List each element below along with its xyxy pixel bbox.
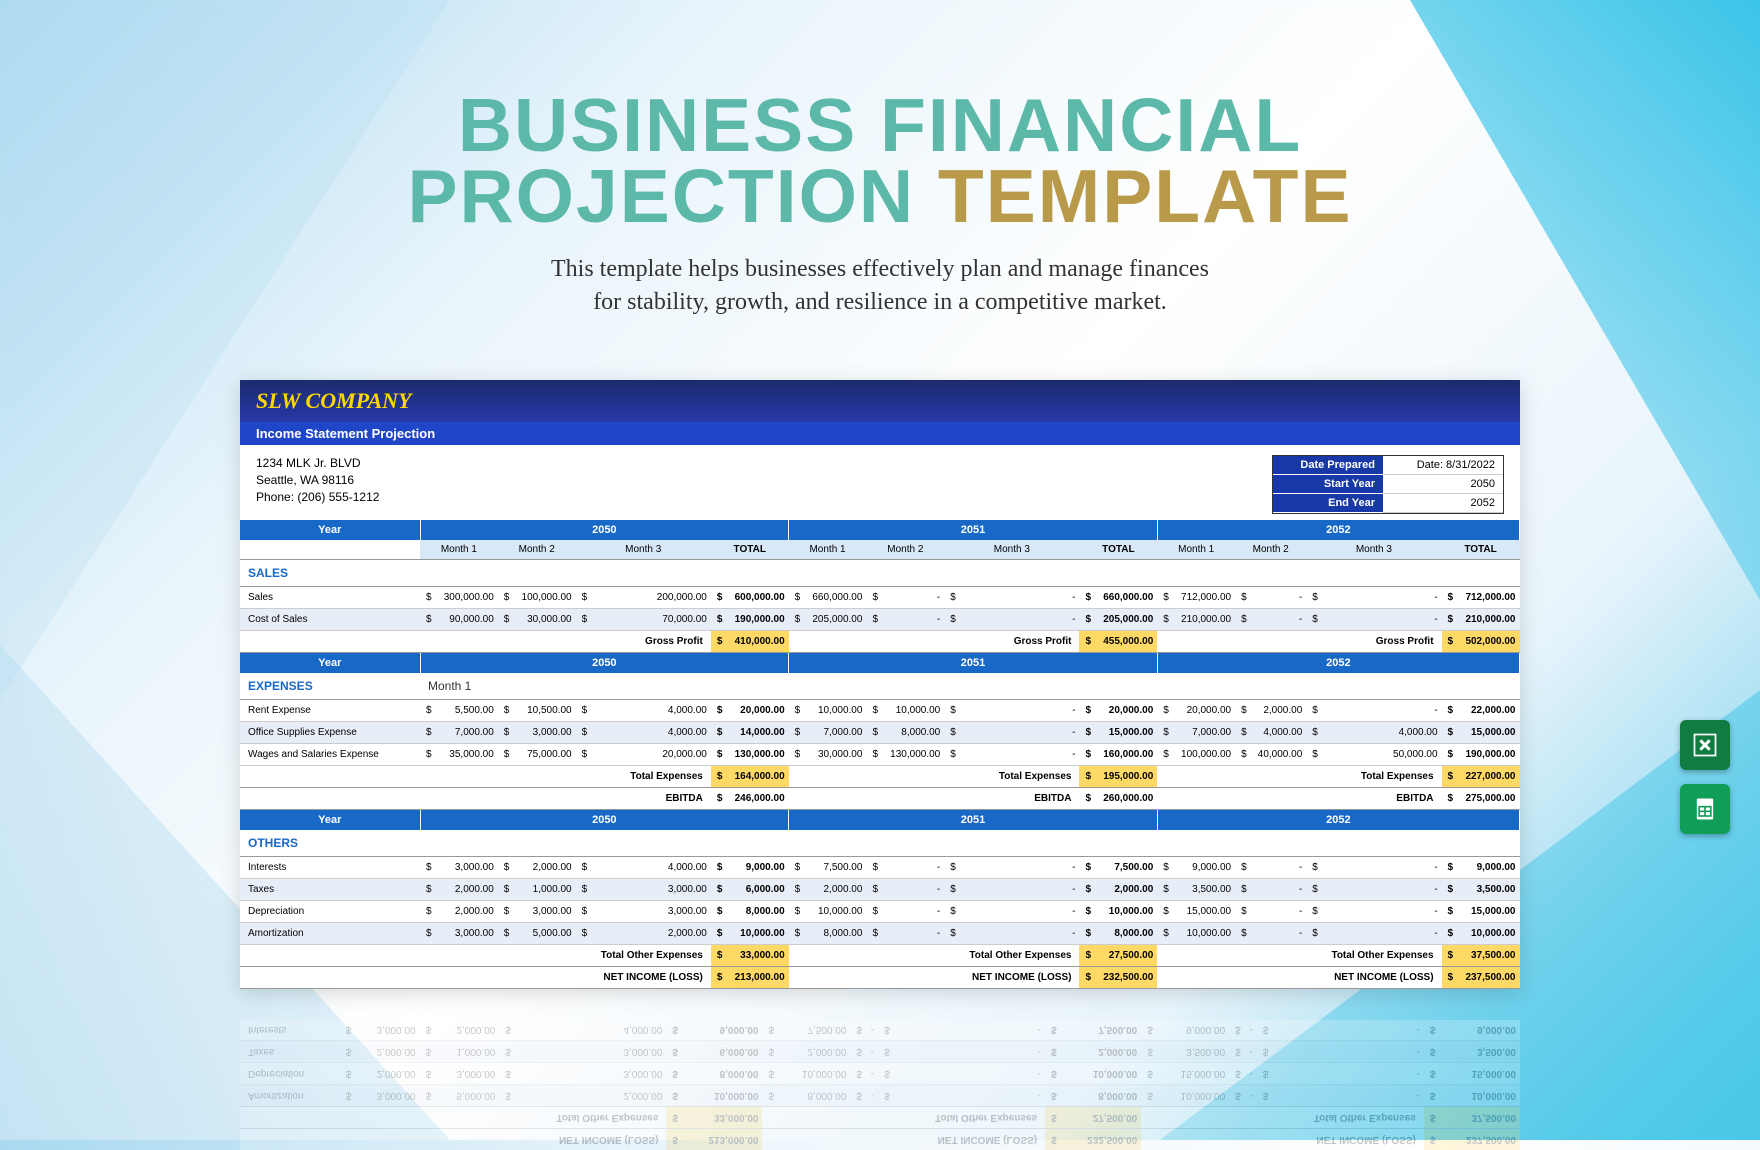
spreadsheet-preview: SLW COMPANY Income Statement Projection … xyxy=(240,380,1520,989)
page-title: BUSINESS FINANCIAL PROJECTION TEMPLATE xyxy=(0,0,1760,233)
excel-icon[interactable] xyxy=(1680,720,1730,770)
projection-table: Year205020512052Month 1Month 2Month 3TOT… xyxy=(240,520,1520,989)
title-line2: PROJECTION TEMPLATE xyxy=(0,161,1760,232)
title-line1: BUSINESS FINANCIAL xyxy=(0,90,1760,161)
subtitle: This template helps businesses effective… xyxy=(0,253,1760,320)
company-header: SLW COMPANY xyxy=(240,380,1520,422)
metadata-box: Date PreparedDate: 8/31/2022 Start Year2… xyxy=(1272,455,1504,514)
reflection: NET INCOME (LOSS)$213,000.00NET INCOME (… xyxy=(240,1020,1520,1150)
sheets-icon[interactable] xyxy=(1680,784,1730,834)
sheet-subheader: Income Statement Projection xyxy=(240,422,1520,445)
address-block: 1234 MLK Jr. BLVD Seattle, WA 98116 Phon… xyxy=(256,455,379,514)
